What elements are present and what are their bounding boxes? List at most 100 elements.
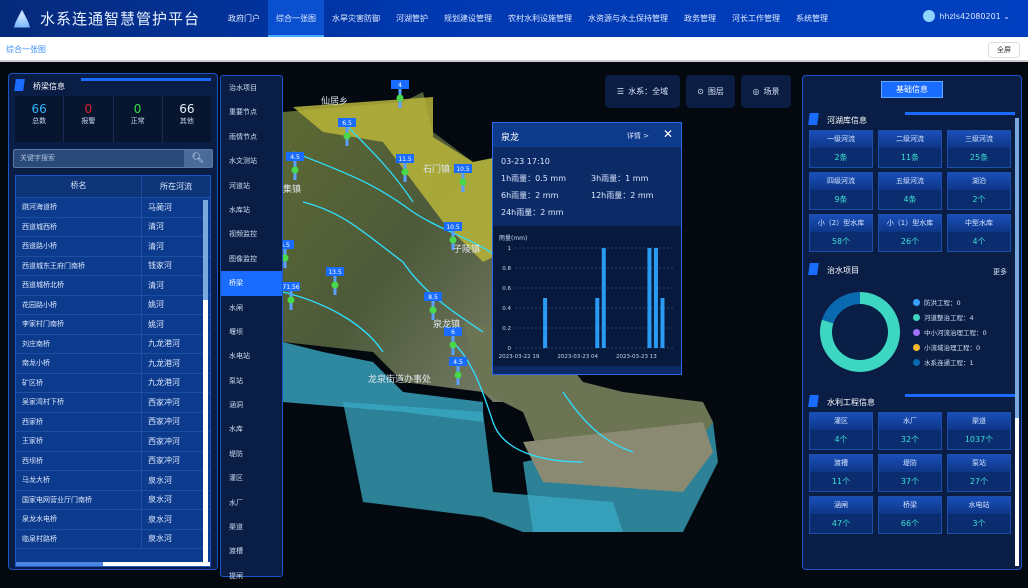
info-card[interactable]: 桥梁 66个 (878, 496, 942, 534)
detail-link[interactable]: 详情 > (626, 132, 649, 140)
info-card[interactable]: 中型水库 4个 (947, 214, 1011, 252)
layer-item[interactable]: 桥梁 (221, 271, 282, 296)
station-marker[interactable] (401, 168, 409, 176)
layer-item[interactable]: 图像监控 (229, 254, 257, 263)
col-river[interactable]: 所在河流 (160, 182, 192, 191)
station-marker[interactable] (331, 281, 339, 289)
info-card[interactable]: 堤防 37个 (878, 454, 942, 492)
table-row[interactable]: 西道城桥北桥 清河 (16, 276, 210, 296)
layer-button[interactable]: ⊙ 图层 (686, 75, 735, 108)
nav-item[interactable]: 规划建设管理 (444, 14, 492, 23)
donut-slice[interactable] (820, 292, 900, 372)
legend-item[interactable]: 防洪工程：0 (913, 295, 987, 310)
info-card[interactable]: 渡槽 11个 (809, 454, 873, 492)
rain-bar[interactable] (543, 298, 548, 348)
layer-item[interactable]: 河道站 (229, 181, 250, 190)
info-card[interactable]: 灌区 4个 (809, 412, 873, 450)
info-card[interactable]: 小（2）型水库 58个 (809, 214, 873, 252)
search-button[interactable]: 🔍︎ (184, 150, 212, 167)
table-row[interactable]: 跳河海道桥 马蔺河 (16, 198, 210, 218)
info-card[interactable]: 四级河流 9条 (809, 172, 873, 210)
horizontal-scrollbar[interactable] (16, 562, 210, 566)
table-row[interactable]: 刘庄南桥 九龙港河 (16, 334, 210, 354)
legend-item[interactable]: 水系连通工程：1 (913, 355, 987, 370)
nav-item[interactable]: 政府门户 (228, 14, 260, 23)
station-marker[interactable] (396, 94, 404, 102)
rain-bar[interactable] (601, 248, 606, 348)
layer-item[interactable]: 水文测站 (229, 157, 257, 166)
info-card[interactable]: 五级河流 4条 (878, 172, 942, 210)
layer-item[interactable]: 堰坝 (229, 327, 243, 336)
rain-bar[interactable] (595, 298, 600, 348)
user-menu[interactable]: hhzls42080201 ⌄ (923, 10, 1010, 22)
layer-item[interactable]: 水厂 (229, 498, 243, 507)
legend-item[interactable]: 小流域治理工程：0 (913, 340, 987, 355)
right-scrollbar[interactable] (1015, 118, 1019, 566)
table-row[interactable]: 泉龙水电桥 泉水河 (16, 510, 210, 530)
nav-item[interactable]: 系统管理 (796, 14, 828, 23)
layer-item[interactable]: 渡槽 (229, 547, 243, 556)
info-card[interactable]: 三级河流 25条 (947, 130, 1011, 168)
rain-bar[interactable] (653, 248, 658, 348)
layer-item[interactable]: 水库站 (229, 205, 250, 214)
station-marker[interactable] (459, 178, 467, 186)
close-icon[interactable]: ✕ (662, 127, 673, 141)
layer-item[interactable]: 水闸 (229, 303, 243, 312)
station-marker[interactable] (287, 296, 295, 304)
table-row[interactable]: 西家桥 西家冲河 (16, 412, 210, 432)
layer-item[interactable]: 灌区 (229, 474, 243, 483)
scene-button[interactable]: ◎ 场景 (741, 75, 791, 108)
legend-item[interactable]: 中小河流治理工程：0 (913, 325, 987, 340)
info-card[interactable]: 水电站 3个 (947, 496, 1011, 534)
table-row[interactable]: 西道城西桥 清河 (16, 217, 210, 237)
info-card[interactable]: 涵闸 47个 (809, 496, 873, 534)
nav-item[interactable]: 农村水利设施管理 (508, 14, 572, 23)
info-card[interactable]: 二级河流 11条 (878, 130, 942, 168)
layer-item[interactable]: 水电站 (229, 352, 250, 361)
legend-item[interactable]: 河道整治工程：4 (913, 310, 987, 325)
layer-item[interactable]: 重要节点 (229, 108, 257, 117)
table-row[interactable]: 矿区桥 九龙港河 (16, 373, 210, 393)
table-row[interactable]: 李家村门南桥 姚河 (16, 315, 210, 335)
layer-item[interactable]: 提闸 (229, 571, 243, 580)
water-system-selector[interactable]: ☰ 水系：全域 (605, 75, 680, 108)
table-row[interactable]: 花园路小桥 姚河 (16, 295, 210, 315)
donut-slice[interactable] (821, 292, 860, 324)
station-marker[interactable] (449, 341, 457, 349)
info-card[interactable]: 渠道 1037个 (947, 412, 1011, 450)
nav-item[interactable]: 政务管理 (684, 14, 716, 23)
station-marker[interactable] (454, 371, 462, 379)
layer-item[interactable]: 治水项目 (229, 84, 257, 92)
info-card[interactable]: 泵站 27个 (947, 454, 1011, 492)
rain-bar[interactable] (647, 248, 652, 348)
col-bridge-name[interactable]: 桥名 (16, 176, 142, 197)
nav-item[interactable]: 水资源与水土保持管理 (588, 14, 668, 23)
more-link[interactable]: 更多 (993, 268, 1007, 276)
table-row[interactable]: 马龙大桥 泉水河 (16, 471, 210, 491)
tab-basic-info[interactable]: 基础信息 (881, 81, 943, 98)
station-marker[interactable] (283, 254, 289, 262)
nav-item[interactable]: 水旱灾害防御 (332, 14, 380, 23)
table-row[interactable]: 王家桥 西家冲河 (16, 432, 210, 452)
station-marker[interactable] (429, 306, 437, 314)
station-marker[interactable] (291, 166, 299, 174)
layer-item[interactable]: 视频监控 (229, 230, 257, 239)
table-row[interactable]: 西道路小桥 清河 (16, 237, 210, 257)
info-card[interactable]: 水厂 32个 (878, 412, 942, 450)
rain-bar[interactable] (660, 298, 665, 348)
nav-item[interactable]: 河湖管护 (396, 14, 428, 23)
station-marker[interactable] (343, 132, 351, 140)
vertical-scrollbar[interactable] (203, 200, 208, 562)
layer-item[interactable]: 渠道 (229, 523, 243, 532)
layer-item[interactable]: 雨情节点 (229, 132, 257, 141)
layer-item[interactable]: 泵站 (229, 376, 243, 385)
table-row[interactable]: 南龙小桥 九龙港河 (16, 354, 210, 374)
breadcrumb-current[interactable]: 综合一张图 (6, 45, 46, 54)
table-row[interactable]: 西坝桥 西家冲河 (16, 451, 210, 471)
table-row[interactable]: 临泉村路桥 泉水河 (16, 529, 210, 549)
layer-item[interactable]: 堤防 (229, 449, 243, 458)
table-row[interactable]: 吴家湾村下桥 西家冲河 (16, 393, 210, 413)
table-row[interactable]: 国家电网营业厅门南桥 泉水河 (16, 490, 210, 510)
layer-item[interactable]: 涵洞 (229, 401, 243, 410)
table-row[interactable]: 西道城东王府门南桥 钱家河 (16, 256, 210, 276)
